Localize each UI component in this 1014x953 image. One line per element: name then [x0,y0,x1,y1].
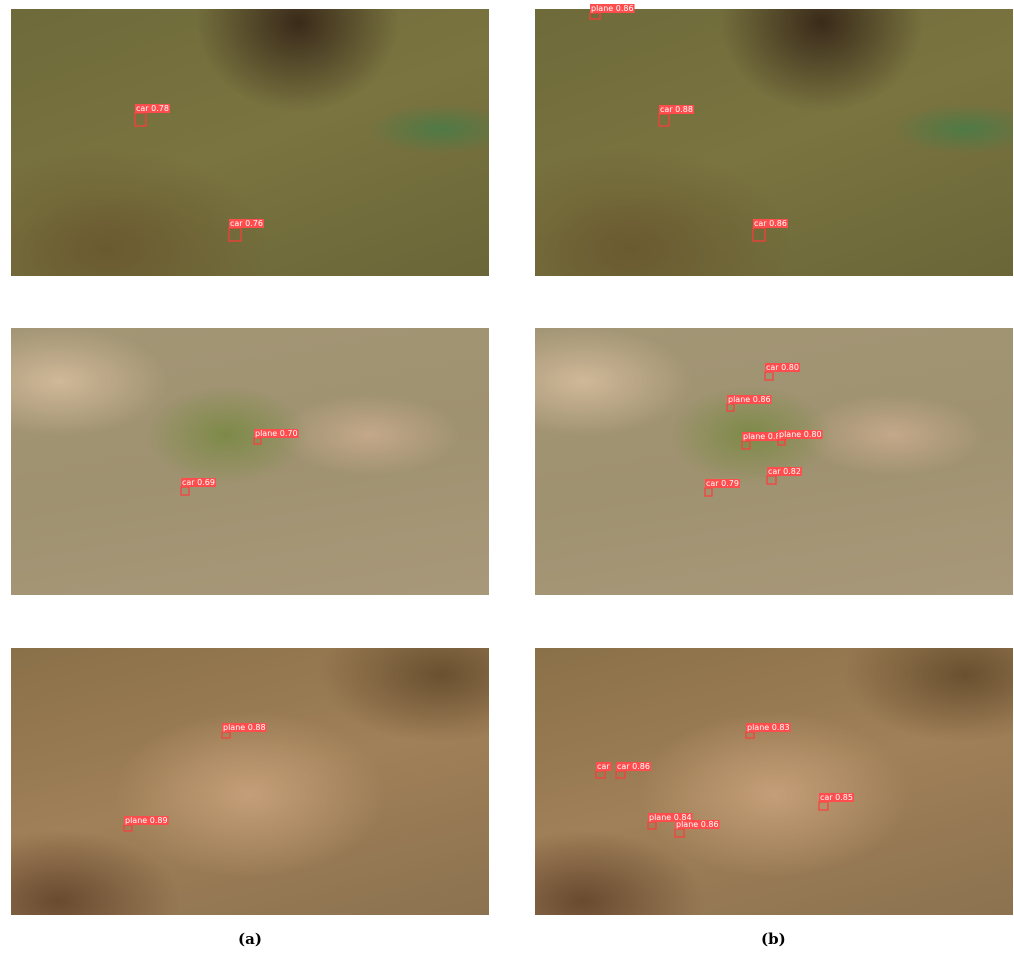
detection-label: car 0.86 [617,762,650,771]
bounding-box [727,404,734,411]
detection-label: car 0.88 [660,105,693,114]
detection-label: plane 0.86 [591,4,634,13]
bounding-box [753,228,765,241]
bounding-box [648,822,656,829]
bounding-box [229,228,241,241]
figure: car 0.78 car 0.76 plane 0.86 car 0.88 car 0.… [0,0,1014,953]
bounding-box [254,438,261,444]
caption: (b) [761,930,786,948]
detection-label: plane 0.88 [223,723,266,732]
detections-layer: car 0.78 car 0.76 plane 0.86 car 0.88 car 0.… [0,0,1014,953]
bounding-box [659,114,669,126]
detection-label: plane 0.86 [728,395,771,404]
bounding-box [181,487,189,495]
detection-label: car 0.85 [820,793,853,802]
detection-label: car [597,762,610,771]
caption: (a) [238,930,262,948]
detection-label: plane 0.80 [779,430,822,439]
bounding-box [765,372,773,380]
detection-label: car 0.78 [136,104,169,113]
bounding-box [746,732,754,738]
bounding-box [675,829,684,837]
bounding-box [616,771,625,778]
bounding-box [124,825,132,831]
detection-label: car 0.80 [766,363,799,372]
bounding-box [819,802,828,810]
detection-label: car 0.79 [706,479,739,488]
detection-label: plane 0.83 [747,723,790,732]
detection-label: car 0.82 [768,467,801,476]
bounding-box [590,13,600,19]
detection-label: car 0.69 [182,478,215,487]
detection-label: plane 0.70 [255,429,298,438]
bounding-box [705,488,712,496]
bounding-box [596,771,605,778]
detection-label: plane 0.89 [125,816,168,825]
bounding-box [767,476,776,484]
detection-label: car 0.86 [754,219,787,228]
bounding-box [135,113,146,126]
detection-label: car 0.76 [230,219,263,228]
bounding-box [222,732,230,738]
detection-label: plane 0.86 [676,820,719,829]
bounding-box [742,441,750,449]
